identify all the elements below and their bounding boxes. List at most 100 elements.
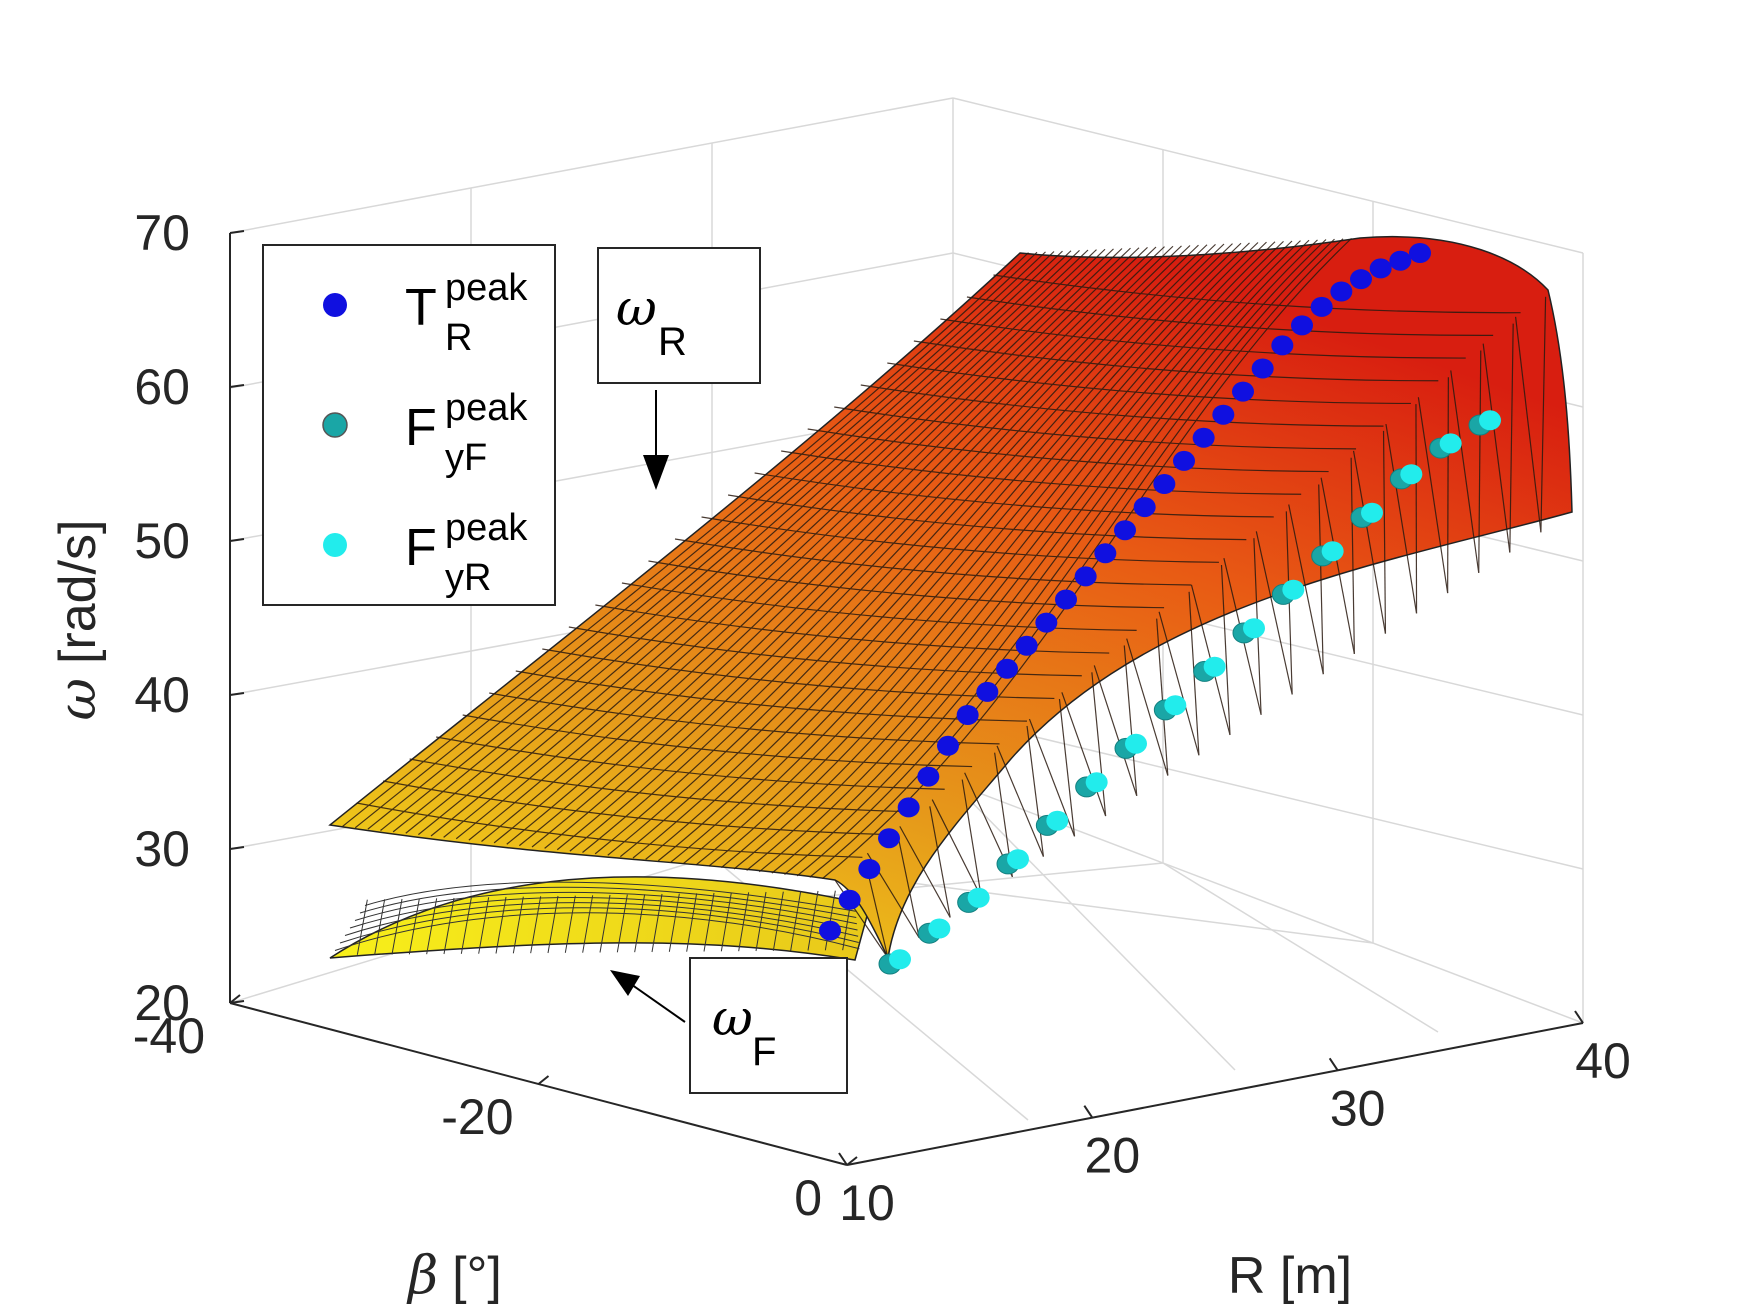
marker-tr-peak: [1232, 381, 1254, 402]
x-tick-label: 30: [1330, 1080, 1386, 1136]
legend-label-sup: peak: [445, 507, 528, 549]
legend-marker: [323, 533, 347, 557]
marker-tr-peak: [1350, 269, 1372, 290]
y-tick-mark: [846, 1156, 858, 1166]
x-tick-mark: [1574, 1010, 1584, 1024]
x-tick-mark: [1083, 1105, 1094, 1119]
marker-tr-peak: [1251, 358, 1274, 379]
marker-fyr-peak: [889, 949, 911, 970]
z-tick-label: 70: [134, 205, 190, 261]
svg-text:R: R: [658, 320, 687, 364]
marker-fyr-peak: [1007, 849, 1029, 870]
marker-tr-peak: [996, 658, 1018, 679]
marker-tr-peak: [897, 797, 920, 818]
x-tick-mark: [1328, 1057, 1339, 1071]
marker-fyr-peak: [1203, 656, 1226, 677]
z-tick-label: 30: [134, 821, 190, 877]
z-tick-label: 60: [134, 359, 190, 415]
z-tick-mark: [229, 384, 245, 388]
y-tick-mark: [537, 1075, 550, 1085]
svg-text:F: F: [752, 1030, 776, 1074]
marker-fyr-peak: [1243, 618, 1265, 639]
marker-tr-peak: [1310, 296, 1333, 317]
marker-fyr-peak: [1046, 810, 1069, 831]
marker-fyr-peak: [1400, 464, 1423, 485]
z-tick-label: 50: [134, 513, 190, 569]
z-axis-ticks: [229, 230, 245, 1004]
marker-fyr-peak: [1361, 502, 1383, 523]
z-tick-mark: [229, 538, 245, 542]
z-tick-mark: [229, 1000, 245, 1004]
z-tick-mark: [229, 230, 245, 234]
marker-fyr-peak: [1439, 433, 1462, 454]
marker-tr-peak: [1271, 335, 1294, 356]
y-tick-label: -20: [441, 1089, 513, 1145]
x-tick-label: 20: [1085, 1128, 1141, 1184]
marker-fyr-peak: [1282, 579, 1305, 600]
legend-label-base: T: [405, 279, 437, 337]
svg-text:ω: ω: [616, 279, 657, 337]
marker-tr-peak: [956, 705, 979, 725]
marker-tr-peak: [819, 920, 841, 941]
x-tick-mark: [838, 1152, 848, 1166]
marker-tr-peak: [1035, 612, 1058, 633]
marker-fyr-peak: [1479, 410, 1501, 431]
marker-tr-peak: [976, 681, 999, 702]
annotation-omega-r: ω R: [597, 247, 761, 490]
y-tick-mark: [229, 994, 241, 1004]
legend-label-sub: R: [445, 317, 472, 359]
legend-label-sup: peak: [445, 267, 528, 309]
marker-tr-peak: [917, 766, 940, 787]
z-tick-label: 40: [134, 667, 190, 723]
marker-tr-peak: [858, 859, 881, 879]
marker-tr-peak: [1409, 243, 1431, 263]
marker-tr-peak: [1074, 566, 1097, 587]
legend-label-sup: peak: [445, 387, 528, 429]
legend-label-sub: yF: [445, 437, 487, 479]
marker-tr-peak: [1114, 520, 1136, 541]
marker-tr-peak: [1212, 404, 1235, 425]
marker-fyr-peak: [1321, 541, 1344, 562]
marker-fyr-peak: [1085, 772, 1108, 793]
svg-text:ω: ω: [712, 989, 753, 1047]
x-tick-label: 10: [839, 1175, 895, 1231]
marker-tr-peak: [1330, 281, 1353, 302]
annotation-omega-f: ω F: [610, 957, 848, 1094]
marker-tr-peak: [937, 735, 959, 756]
marker-tr-peak: [878, 828, 900, 849]
legend-label-base: F: [405, 399, 437, 457]
marker-tr-peak: [838, 889, 861, 910]
marker-tr-peak: [1153, 474, 1176, 494]
surface-omega-r: [328, 235, 1573, 961]
marker-tr-peak: [1291, 315, 1313, 336]
y-axis-label: β [°]: [406, 1246, 502, 1306]
marker-fyr-peak: [967, 887, 990, 908]
legend-marker: [323, 293, 347, 317]
marker-fyr-peak: [928, 918, 951, 939]
marker-fyr-peak: [1125, 733, 1147, 754]
x-tick-label: 40: [1575, 1033, 1631, 1089]
marker-tr-peak: [1094, 543, 1117, 564]
x-axis-ticks: [838, 1010, 1584, 1166]
marker-tr-peak: [1389, 250, 1412, 271]
peak-markers: [819, 243, 1501, 975]
marker-tr-peak: [1173, 450, 1195, 471]
y-tick-label: 0: [794, 1170, 822, 1226]
legend-marker: [322, 412, 348, 438]
marker-tr-peak: [1055, 589, 1077, 610]
legend-label-sub: yR: [445, 557, 491, 599]
marker-tr-peak: [1015, 635, 1038, 656]
marker-fyr-peak: [1164, 695, 1187, 716]
z-axis-label: ω[rad/s]: [48, 520, 108, 721]
x-axis-label: R [m]: [1228, 1247, 1352, 1305]
z-tick-mark: [229, 846, 245, 850]
y-tick-label: -40: [133, 1008, 205, 1064]
z-tick-label: 20: [134, 975, 190, 1031]
legend-label-base: F: [405, 519, 437, 577]
z-tick-mark: [229, 692, 245, 696]
y-axis-ticks: [229, 994, 858, 1166]
marker-tr-peak: [1133, 497, 1156, 518]
marker-tr-peak: [1192, 427, 1215, 448]
